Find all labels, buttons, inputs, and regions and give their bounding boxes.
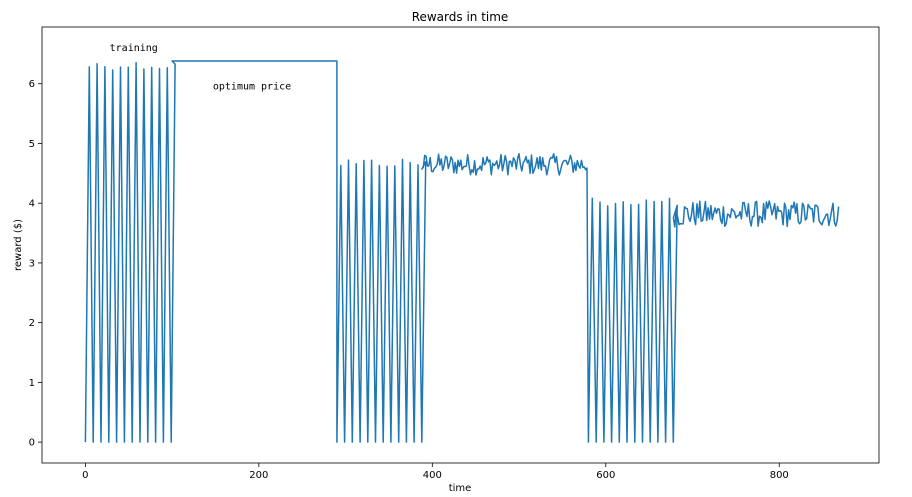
y-tick-label: 1	[29, 378, 35, 389]
y-tick-label: 0	[29, 438, 35, 449]
y-tick-label: 5	[29, 139, 35, 150]
y-tick-label: 3	[29, 258, 35, 269]
y-axis-ticks: 0 1 2 3 4 5 6	[29, 79, 42, 449]
reward-series-line	[84, 60, 840, 443]
x-tick-label: 400	[423, 470, 442, 481]
x-axis-label: time	[449, 483, 472, 494]
x-tick-label: 0	[82, 470, 88, 481]
x-tick-label: 600	[596, 470, 615, 481]
x-tick-label: 200	[249, 470, 268, 481]
x-tick-label: 800	[770, 470, 789, 481]
y-tick-label: 2	[29, 318, 35, 329]
y-tick-label: 6	[29, 79, 35, 90]
x-axis-ticks: 0 200 400 600 800	[82, 463, 789, 481]
y-axis-label: reward ($)	[13, 219, 24, 271]
y-tick-label: 4	[29, 199, 35, 210]
optimum-price-annotation: optimum price	[213, 82, 291, 93]
chart-title: Rewards in time	[412, 10, 509, 24]
training-annotation: training	[110, 43, 158, 54]
plot-area	[41, 26, 880, 464]
